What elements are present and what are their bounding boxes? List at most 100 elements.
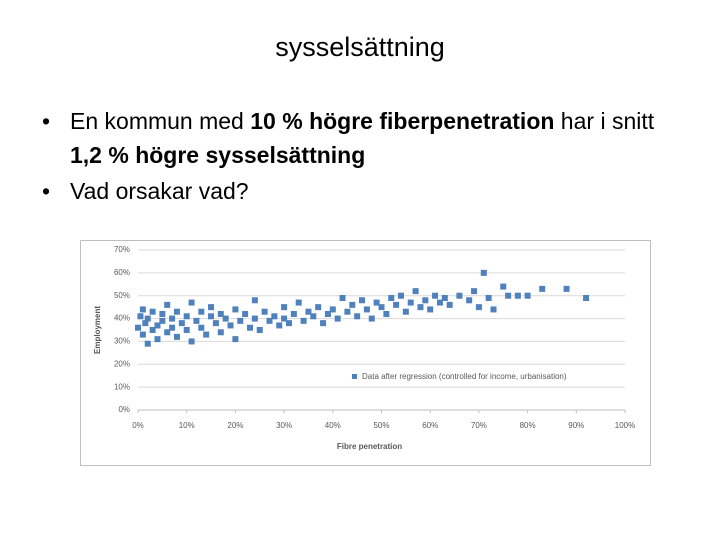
point — [354, 313, 361, 320]
point — [217, 329, 224, 336]
point — [242, 311, 249, 317]
point — [417, 304, 424, 311]
point — [407, 299, 414, 306]
x-tick-label: 80% — [520, 421, 536, 430]
point — [471, 288, 478, 295]
point — [583, 295, 590, 301]
bullet: Vad orsakar vad? — [42, 174, 682, 208]
x-tick-label: 10% — [179, 421, 195, 430]
point — [144, 315, 151, 322]
bullet-text: Vad orsakar vad? — [70, 178, 249, 204]
bullet-text: En kommun med — [70, 108, 251, 134]
point — [188, 338, 195, 345]
point — [320, 320, 327, 327]
y-axis-label: Employment — [93, 306, 102, 354]
point — [198, 308, 205, 315]
point — [188, 299, 195, 306]
point — [295, 299, 302, 306]
point — [300, 317, 307, 324]
point — [441, 295, 448, 301]
point — [378, 304, 385, 311]
x-tick-label: 60% — [422, 421, 438, 430]
point — [159, 317, 166, 324]
chart: 0% 10% 20% 30% 40% 50% 60% 70% 0% 10% 20% 30% 40% 50%… — [80, 240, 651, 466]
point — [247, 324, 254, 331]
point — [310, 313, 317, 320]
point — [149, 327, 156, 333]
point — [359, 297, 366, 304]
point — [397, 292, 404, 299]
point — [159, 311, 166, 317]
point — [261, 308, 268, 315]
point — [383, 311, 390, 317]
point — [135, 324, 141, 331]
point — [485, 295, 492, 301]
point — [173, 333, 180, 340]
point — [368, 315, 375, 322]
y-tick-label: 70% — [114, 245, 130, 254]
point — [475, 304, 482, 311]
point — [208, 304, 215, 311]
legend-label: Data after regression (controlled for in… — [362, 372, 567, 381]
x-tick-label: 50% — [373, 421, 389, 430]
bullet-list: En kommun med 10 % högre fiberpenetratio… — [42, 104, 682, 210]
point — [251, 315, 258, 322]
point — [505, 292, 512, 299]
point — [139, 306, 146, 313]
y-tick-label: 40% — [114, 314, 130, 323]
y-tick-label: 30% — [114, 337, 130, 346]
point — [139, 331, 146, 338]
point — [466, 297, 473, 304]
point — [203, 331, 210, 338]
x-tick-label: 100% — [615, 421, 635, 430]
point — [490, 306, 497, 313]
point — [324, 311, 331, 317]
point — [149, 308, 156, 315]
point — [154, 322, 161, 329]
x-tick-label: 20% — [227, 421, 243, 430]
x-tick-label: 70% — [471, 421, 487, 430]
point — [432, 292, 439, 299]
point — [480, 269, 487, 276]
x-tick-label: 40% — [325, 421, 341, 430]
point — [339, 295, 346, 301]
y-tick-label: 0% — [118, 405, 130, 414]
point — [344, 308, 351, 315]
x-axis-label: Fibre penetration — [337, 442, 402, 451]
point — [137, 313, 144, 320]
point — [178, 320, 185, 327]
point — [412, 288, 419, 295]
legend-marker — [352, 374, 357, 379]
point — [144, 340, 151, 347]
point — [315, 304, 322, 311]
x-tick-label: 0% — [132, 421, 144, 430]
point — [237, 317, 244, 324]
point — [388, 295, 395, 301]
point — [563, 285, 570, 292]
point — [402, 308, 409, 315]
point — [251, 297, 258, 304]
point — [363, 306, 370, 313]
point — [169, 315, 176, 322]
point — [436, 299, 443, 306]
point — [276, 322, 283, 329]
bullet-text: 10 % högre fiberpenetration — [250, 108, 555, 134]
point — [393, 301, 400, 308]
point — [142, 320, 149, 327]
point — [285, 320, 292, 327]
point — [173, 308, 180, 315]
point — [164, 329, 171, 336]
point — [349, 301, 356, 308]
point — [183, 327, 190, 333]
point — [524, 292, 531, 299]
point — [256, 327, 263, 333]
point — [198, 324, 205, 331]
point — [227, 322, 234, 329]
point — [281, 304, 288, 311]
slide-title: sysselsättning — [275, 32, 445, 62]
point — [208, 313, 215, 320]
point — [456, 292, 463, 299]
point — [232, 336, 239, 343]
point — [446, 301, 453, 308]
